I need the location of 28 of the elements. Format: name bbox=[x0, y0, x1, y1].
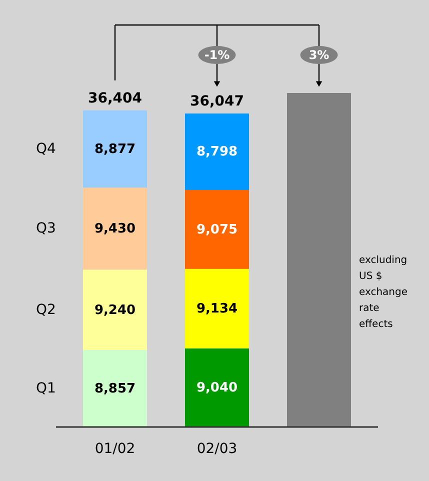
text: -1% bbox=[204, 48, 230, 62]
bar bbox=[185, 190, 249, 269]
total-label: 36,047 bbox=[190, 93, 244, 110]
series-label: Q4 bbox=[36, 140, 56, 157]
data-label: 8,798 bbox=[196, 144, 238, 160]
data-label: 8,857 bbox=[94, 381, 136, 396]
data-label: 9,075 bbox=[196, 222, 238, 238]
bar bbox=[185, 268, 249, 348]
data-label: 8,877 bbox=[94, 142, 136, 157]
series-label: Q2 bbox=[36, 302, 56, 318]
total-label: 36,404 bbox=[88, 90, 142, 106]
bar bbox=[83, 188, 147, 270]
bar bbox=[83, 110, 147, 188]
series-label: Q1 bbox=[36, 380, 56, 396]
bar bbox=[83, 270, 147, 350]
annotation: excluding US $ exchange rate effects bbox=[359, 255, 408, 330]
data-label: 9,134 bbox=[196, 302, 238, 317]
bar bbox=[185, 348, 249, 427]
text: 3% bbox=[308, 48, 330, 62]
data-label: 9,240 bbox=[94, 302, 136, 318]
x-tick-label: 01/02 bbox=[94, 441, 136, 457]
x-tick-label: 02/03 bbox=[196, 441, 238, 457]
data-label: 9,040 bbox=[196, 380, 238, 396]
bar bbox=[83, 350, 147, 427]
series-label: Q3 bbox=[36, 220, 56, 237]
data-label: 9,430 bbox=[94, 222, 136, 237]
bar bbox=[185, 113, 249, 190]
bar bbox=[287, 93, 351, 427]
